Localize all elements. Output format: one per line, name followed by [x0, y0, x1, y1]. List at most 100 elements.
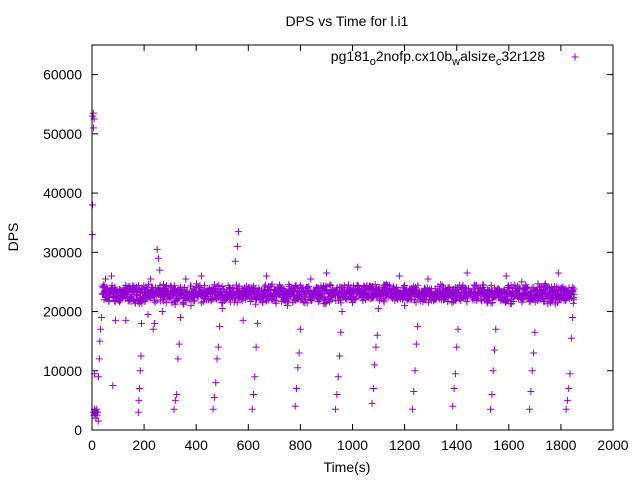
data-point	[90, 124, 98, 132]
data-point	[502, 272, 510, 280]
data-point	[209, 405, 217, 413]
data-point	[321, 299, 329, 307]
data-point	[296, 325, 304, 333]
data-point	[109, 382, 117, 390]
legend-label-part: w	[451, 56, 460, 68]
data-point	[166, 290, 174, 298]
data-point	[492, 325, 500, 333]
x-tick-label: 1400	[441, 437, 472, 453]
data-point	[197, 272, 205, 280]
data-point	[432, 296, 440, 304]
data-point	[530, 349, 538, 357]
data-point	[518, 278, 526, 286]
data-point	[104, 290, 112, 298]
data-point	[180, 300, 188, 308]
y-tick-label: 40000	[43, 185, 82, 201]
data-point	[134, 408, 142, 416]
data-point	[546, 299, 554, 307]
data-point	[303, 299, 311, 307]
x-axis-label: Time(s)	[324, 459, 371, 475]
plot-frame	[91, 44, 614, 431]
data-point	[215, 281, 223, 289]
data-point	[349, 299, 356, 307]
data-point	[337, 328, 345, 336]
data-point	[380, 298, 388, 306]
data-point	[380, 281, 388, 289]
data-point	[166, 282, 174, 290]
data-point	[181, 283, 189, 291]
y-tick-label: 60000	[43, 67, 82, 83]
data-point	[192, 287, 200, 295]
data-point	[371, 361, 379, 369]
data-point	[248, 405, 256, 413]
data-point	[177, 313, 185, 321]
data-point	[371, 281, 379, 289]
data-point	[302, 296, 310, 304]
y-tick-label: 0	[74, 422, 82, 438]
data-point	[531, 328, 539, 336]
data-point	[490, 346, 498, 354]
chart-title: DPS vs Time for l.i1	[286, 13, 409, 29]
data-point	[174, 355, 182, 363]
data-point	[89, 201, 97, 209]
data-point	[322, 285, 330, 293]
data-point	[565, 385, 573, 393]
data-point	[332, 405, 340, 413]
legend-label-part: 32r128	[501, 48, 545, 64]
data-point	[463, 269, 471, 277]
data-points	[88, 109, 578, 425]
data-point	[557, 284, 565, 292]
data-point	[338, 308, 346, 316]
data-point	[410, 388, 418, 395]
data-point	[159, 280, 167, 288]
data-point	[189, 297, 197, 305]
data-point	[554, 269, 562, 277]
data-point	[479, 281, 487, 289]
data-point	[218, 305, 226, 313]
data-point	[272, 299, 280, 307]
data-point	[105, 297, 113, 305]
data-point	[234, 228, 242, 236]
data-point	[569, 299, 577, 307]
data-point	[114, 296, 122, 304]
data-point	[252, 343, 260, 351]
legend-label-part: alsize	[460, 48, 496, 64]
data-point	[354, 263, 362, 271]
data-point	[451, 370, 459, 378]
data-point	[326, 281, 334, 289]
data-point	[454, 325, 462, 333]
data-point	[484, 298, 492, 306]
x-tick-label: 2000	[597, 437, 628, 453]
data-point	[175, 340, 183, 348]
data-point	[268, 296, 276, 304]
data-point	[153, 245, 161, 253]
data-point	[453, 343, 461, 351]
data-point	[97, 325, 105, 333]
data-point	[567, 334, 575, 342]
legend-marker-symbol	[571, 53, 579, 61]
data-point	[233, 242, 241, 250]
data-point	[375, 305, 383, 313]
data-point	[159, 296, 167, 304]
data-point	[159, 297, 167, 305]
data-point	[263, 272, 271, 280]
data-point	[424, 275, 432, 283]
legend-label-part: pg181	[331, 48, 370, 64]
data-point	[569, 283, 577, 291]
data-point	[203, 296, 211, 304]
data-point	[449, 402, 457, 410]
data-point	[295, 349, 303, 357]
data-point	[149, 325, 157, 333]
data-point	[509, 297, 517, 305]
data-point	[212, 379, 220, 387]
y-tick-label: 10000	[43, 363, 82, 379]
data-point	[96, 337, 104, 345]
data-point	[440, 284, 448, 292]
data-point	[229, 284, 237, 292]
data-point	[182, 275, 190, 283]
data-point	[487, 405, 495, 413]
data-point	[268, 280, 276, 288]
data-point	[333, 390, 341, 398]
